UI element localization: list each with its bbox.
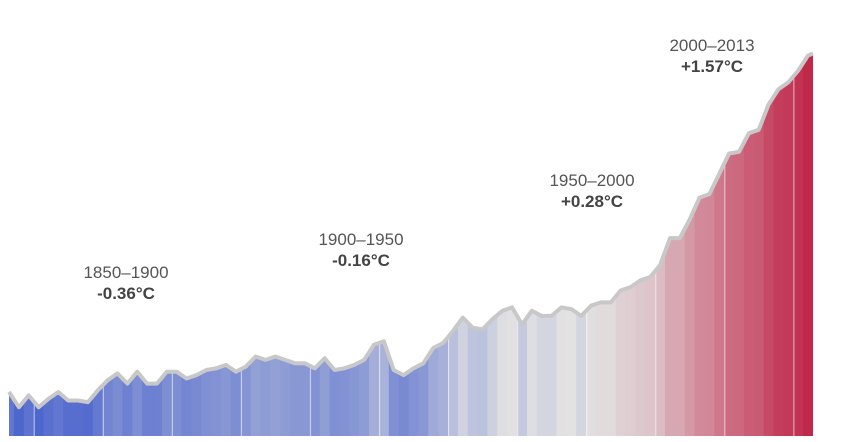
year-stripe	[43, 53, 54, 436]
year-stripe	[714, 53, 725, 436]
year-stripe	[586, 53, 597, 436]
annotation-period: 1900–1950	[318, 230, 404, 249]
year-stripe	[349, 53, 360, 436]
year-stripe	[309, 53, 321, 436]
year-stripe	[211, 53, 222, 436]
year-stripe	[763, 53, 775, 436]
year-stripe	[674, 53, 686, 436]
year-stripe	[250, 53, 262, 436]
year-stripe	[329, 53, 341, 436]
year-stripe	[270, 53, 281, 436]
year-stripe	[221, 53, 232, 436]
year-stripe	[773, 53, 785, 436]
year-stripe	[102, 53, 114, 436]
year-stripe	[181, 53, 193, 436]
year-stripe	[536, 53, 548, 436]
year-stripe	[556, 53, 567, 436]
stripe-divider	[33, 53, 35, 436]
stripe-divider	[724, 53, 726, 436]
year-stripe	[63, 53, 74, 436]
year-stripe	[33, 53, 45, 436]
year-stripe	[152, 53, 163, 436]
year-stripe	[724, 53, 735, 436]
year-stripe	[438, 53, 449, 436]
annotation-1850-1900: 1850–1900 -0.36°C	[66, 262, 186, 305]
year-stripe	[447, 53, 459, 436]
stripe-divider	[378, 53, 381, 436]
year-stripe	[319, 53, 331, 436]
year-stripe	[793, 53, 804, 436]
year-stripe	[378, 53, 390, 436]
year-stripe	[566, 53, 577, 436]
year-stripe	[290, 53, 301, 436]
year-stripe	[9, 53, 15, 436]
stripe-divider	[586, 53, 588, 436]
year-stripe	[497, 53, 508, 436]
stripe-divider	[517, 53, 519, 436]
year-stripe	[625, 53, 637, 436]
annotation-value: -0.16°C	[332, 251, 390, 271]
year-stripe	[359, 53, 370, 436]
stripe-divider	[793, 53, 795, 436]
temperature-outline-line	[7, 51, 814, 410]
annotation-1950-2000: 1950–2000 +0.28°C	[532, 170, 652, 213]
year-stripe	[82, 53, 94, 436]
year-stripe	[418, 53, 429, 436]
stripe-divider	[447, 53, 450, 436]
year-stripe	[595, 53, 607, 436]
year-stripe	[142, 53, 153, 436]
annotation-period: 1850–1900	[83, 263, 169, 282]
year-stripe	[13, 53, 25, 436]
year-stripe	[53, 53, 64, 436]
year-stripe	[783, 53, 794, 436]
year-stripe	[704, 53, 715, 436]
year-stripe	[615, 53, 627, 436]
stripe-divider	[102, 53, 104, 436]
annotation-2000-2013: 2000–2013 +1.57°C	[652, 35, 772, 78]
year-stripe	[457, 53, 469, 436]
year-stripe	[240, 53, 252, 436]
year-stripe	[300, 53, 311, 436]
year-stripe	[753, 53, 765, 436]
year-stripe	[810, 53, 813, 436]
year-stripe	[369, 53, 380, 436]
year-stripe	[477, 53, 489, 436]
annotation-value: -0.36°C	[97, 284, 155, 304]
annotation-period: 2000–2013	[669, 36, 755, 55]
year-stripe	[576, 53, 587, 436]
stripe-divider	[309, 53, 312, 436]
year-stripe	[467, 53, 479, 436]
year-stripe	[280, 53, 291, 436]
year-stripe	[694, 53, 706, 436]
year-stripe	[546, 53, 558, 436]
year-stripe	[122, 53, 133, 436]
year-stripe	[665, 53, 676, 436]
year-stripe	[526, 53, 538, 436]
year-stripe	[487, 53, 498, 436]
year-stripe	[605, 53, 617, 436]
year-stripe	[517, 53, 528, 436]
year-stripe	[734, 53, 745, 436]
year-stripe	[260, 53, 272, 436]
year-stripe	[635, 53, 646, 436]
year-stripe	[92, 53, 104, 436]
annotation-period: 1950–2000	[549, 171, 635, 190]
year-stripe	[428, 53, 439, 436]
year-stripe	[339, 53, 350, 436]
year-stripe	[803, 53, 812, 436]
year-stripe	[507, 53, 518, 436]
year-stripe	[684, 53, 696, 436]
annotation-value: +0.28°C	[560, 192, 624, 212]
year-stripe	[23, 53, 35, 436]
stripe-divider	[240, 53, 243, 436]
annotation-value: +1.57°C	[680, 57, 744, 77]
year-stripe	[743, 53, 755, 436]
year-stripe	[73, 53, 84, 436]
annotation-1900-1950: 1900–1950 -0.16°C	[301, 229, 421, 272]
